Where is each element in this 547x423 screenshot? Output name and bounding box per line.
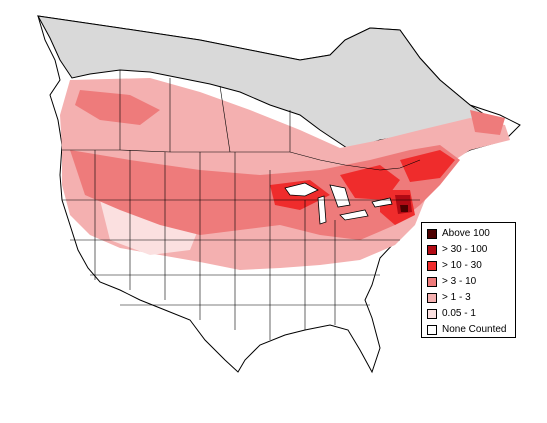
great-lakes xyxy=(284,182,393,225)
legend-item-1-3: > 1 - 3 xyxy=(427,291,471,304)
legend-item-30-100: > 30 - 100 xyxy=(427,243,487,256)
political-boundaries xyxy=(62,70,421,340)
legend-label: > 30 - 100 xyxy=(442,244,488,255)
legend-swatch xyxy=(427,308,437,319)
legend-swatch xyxy=(427,228,437,239)
legend-swatch xyxy=(427,244,437,255)
legend-item-10-30: > 10 - 30 xyxy=(427,259,482,272)
legend-item-0-05-1: 0.05 - 1 xyxy=(427,307,476,320)
legend-label: Above 100 xyxy=(442,228,490,239)
legend-label: > 3 - 10 xyxy=(442,276,477,287)
legend-item-3-10: > 3 - 10 xyxy=(427,275,476,288)
legend-label: > 1 - 3 xyxy=(442,292,471,303)
legend-swatch xyxy=(427,276,437,287)
legend-item-above-100: Above 100 xyxy=(427,227,490,240)
legend: Above 100 > 30 - 100 > 10 - 30 > 3 - 10 … xyxy=(421,222,516,338)
legend-swatch xyxy=(427,260,437,271)
legend-item-none-counted: None Counted xyxy=(427,323,507,336)
legend-label: > 10 - 30 xyxy=(442,260,482,271)
legend-swatch xyxy=(427,324,437,335)
legend-label: None Counted xyxy=(442,324,507,335)
legend-label: 0.05 - 1 xyxy=(442,308,476,319)
legend-swatch xyxy=(427,292,437,303)
